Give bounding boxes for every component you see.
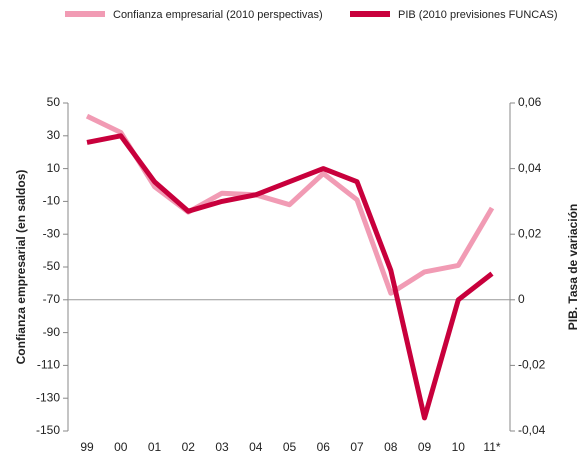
x-tick-label: 08: [384, 440, 398, 454]
x-tick-label: 99: [80, 440, 94, 454]
legend-swatch: [65, 11, 105, 17]
x-tick-label: 04: [249, 440, 263, 454]
y-tick-label: -10: [43, 194, 61, 208]
x-tick-label: 10: [452, 440, 466, 454]
series-line: [85, 113, 495, 296]
y-tick-label: -130: [36, 390, 60, 404]
y-tick-label: -90: [43, 325, 61, 339]
x-tick-label: 11*: [483, 440, 500, 454]
legend-label: Confianza empresarial (2010 perspectivas…: [113, 9, 323, 21]
y-tick-label: -50: [43, 259, 61, 273]
x-tick-label: 01: [148, 440, 162, 454]
y-tick-label: 10: [47, 161, 61, 175]
y2-tick-label: 0,04: [518, 161, 542, 175]
y-tick-label: 30: [47, 128, 61, 142]
x-tick-label: 03: [215, 440, 229, 454]
y-tick-label: -150: [36, 423, 60, 437]
series-line: [86, 133, 494, 421]
x-tick-label: 06: [317, 440, 331, 454]
y-tick-label: -110: [37, 358, 60, 372]
y2-tick-label: -0,04: [518, 423, 546, 437]
x-tick-label: 05: [283, 440, 297, 454]
y-tick-label: -30: [43, 226, 61, 240]
x-tick-label: 02: [182, 440, 196, 454]
y2-axis-title: PIB. Tasa de variación: [566, 204, 580, 331]
x-tick-label: 00: [114, 440, 128, 454]
y2-tick-label: 0,02: [518, 226, 542, 240]
y-axis-title: Confianza empresarial (en saldos): [14, 170, 28, 365]
y2-tick-label: 0,06: [518, 95, 542, 109]
y2-tick-label: 0: [518, 292, 525, 306]
y-tick-label: 50: [47, 95, 61, 109]
legend-swatch: [350, 11, 390, 17]
legend-label: PIB (2010 previsiones FUNCAS): [398, 9, 558, 21]
x-tick-label: 09: [418, 440, 432, 454]
y2-tick-label: -0,02: [518, 358, 546, 372]
y-tick-label: -70: [43, 292, 61, 306]
x-tick-label: 07: [350, 440, 364, 454]
